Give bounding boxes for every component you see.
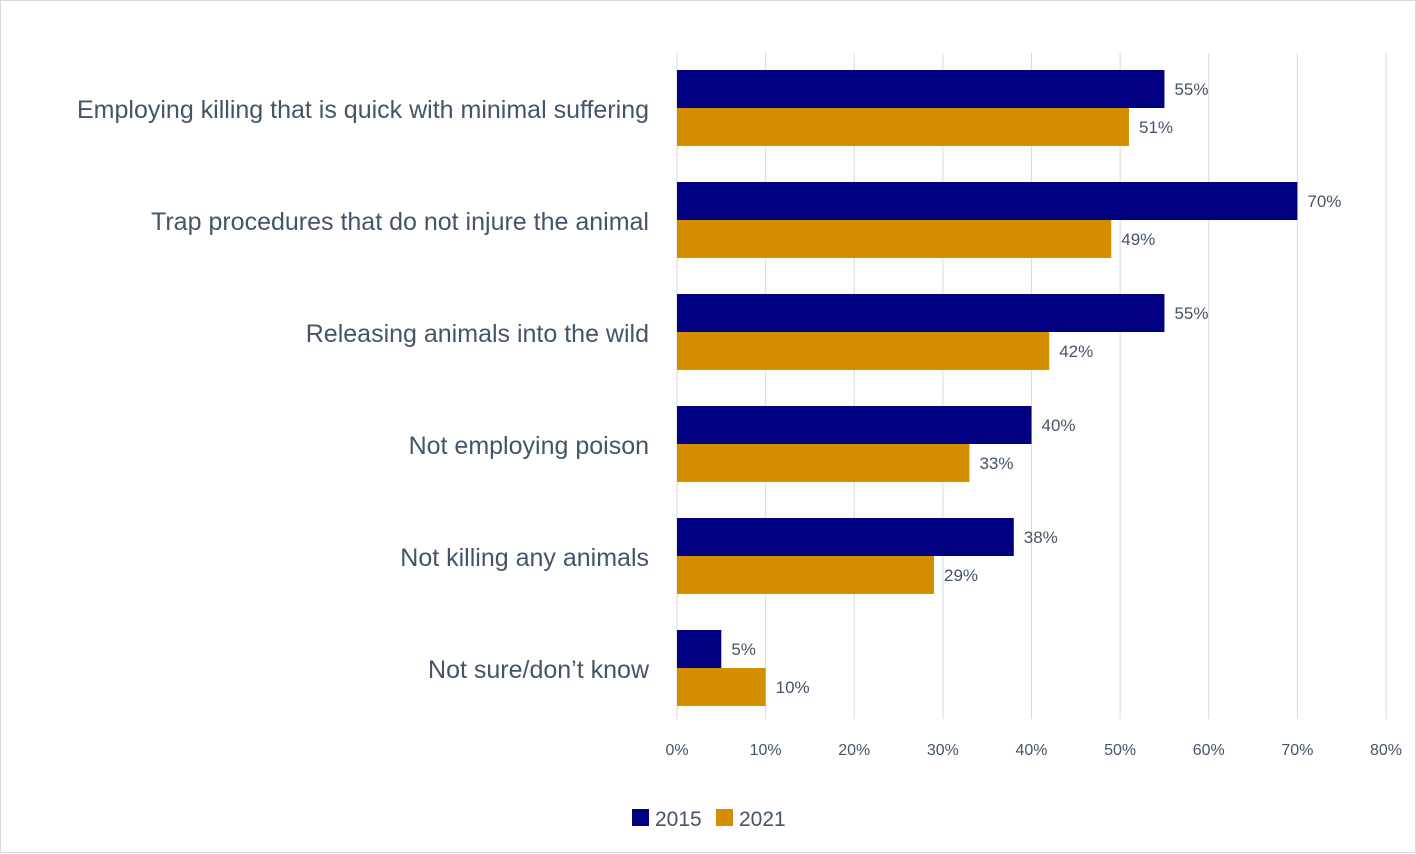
legend: 2015 2021 [632,808,786,831]
data-label-2021: 49% [1121,230,1155,249]
bar-2021 [677,220,1112,258]
legend-label-2021: 2021 [739,808,786,831]
data-label-2021: 42% [1059,342,1093,361]
bars [677,70,1298,706]
bar-2015 [677,630,722,668]
data-label-2015: 5% [731,640,756,659]
data-labels: 55%51%70%49%55%42%40%33%38%29%5%10% [731,80,1341,697]
data-label-2021: 29% [944,566,978,585]
x-tick-label: 70% [1281,742,1313,759]
x-tick-label: 60% [1193,742,1225,759]
bar-2021 [677,332,1050,370]
data-label-2015: 70% [1307,192,1341,211]
bar-2015 [677,70,1165,108]
x-tick-label: 50% [1104,742,1136,759]
data-label-2021: 33% [979,454,1013,473]
bar-2015 [677,182,1298,220]
category-label: Trap procedures that do not injure the a… [151,208,649,236]
legend-swatch-2021 [716,809,733,826]
category-label: Not sure/don’t know [428,656,650,684]
bar-2015 [677,406,1032,444]
category-label: Not killing any animals [400,544,649,572]
x-tick-label: 10% [750,742,782,759]
data-label-2021: 10% [776,678,810,697]
category-label: Employing killing that is quick with min… [77,96,649,124]
x-tick-label: 40% [1015,742,1047,759]
data-label-2015: 55% [1174,304,1208,323]
data-label-2021: 51% [1139,118,1173,137]
data-label-2015: 40% [1042,416,1076,435]
bar-2021 [677,108,1129,146]
x-tick-label: 30% [927,742,959,759]
data-label-2015: 38% [1024,528,1058,547]
x-tick-label: 0% [665,742,688,759]
legend-label-2015: 2015 [655,808,702,831]
bar-2015 [677,294,1165,332]
bar-2021 [677,556,935,594]
category-labels: Employing killing that is quick with min… [77,96,650,684]
category-label: Releasing animals into the wild [306,320,649,348]
bar-2021 [677,668,766,706]
category-label: Not employing poison [409,432,649,460]
x-tick-label: 80% [1370,742,1402,759]
x-tick-label: 20% [838,742,870,759]
bar-2021 [677,444,970,482]
bar-2015 [677,518,1014,556]
legend-swatch-2015 [632,809,649,826]
x-axis-ticks: 0% 10% 20% 30% 40% 50% 60% 70% 80% [665,742,1402,759]
gridlines [676,53,1387,719]
data-label-2015: 55% [1174,80,1208,99]
